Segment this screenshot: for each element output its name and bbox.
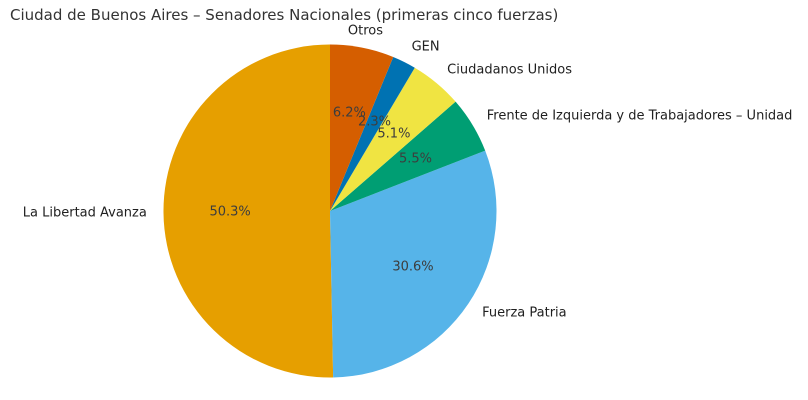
slice-pct-gen: 2.3% — [357, 114, 392, 130]
pie-slice-frente-de-izquierda-y-de-trabajadores-unidad — [330, 101, 486, 211]
pie-slice-otros — [330, 44, 394, 211]
slice-pct-la-libertad-avanza: 50.3% — [209, 204, 251, 220]
slice-pct-frente-de-izquierda-y-de-trabajadores-unidad: 5.5% — [398, 151, 433, 167]
pie-slice-gen — [330, 56, 415, 211]
slice-label-gen: GEN — [411, 39, 440, 55]
slice-pct-ciudadanos-unidos: 5.1% — [377, 126, 411, 142]
slice-label-frente-de-izquierda-y-de-trabajadores-unidad: Frente de Izquierda y de Trabajadores – … — [486, 108, 793, 124]
slice-pct-otros: 6.2% — [332, 105, 366, 121]
slice-pct-fuerza-patria: 30.6% — [392, 259, 434, 275]
chart-title: Ciudad de Buenos Aires – Senadores Nacio… — [10, 6, 559, 24]
pie-slice-ciudadanos-unidos — [330, 67, 456, 211]
slice-label-otros: Otros — [347, 23, 383, 39]
slice-label-fuerza-patria: Fuerza Patria — [482, 305, 567, 321]
pie-slice-la-libertad-avanza — [163, 44, 334, 378]
slice-label-ciudadanos-unidos: Ciudadanos Unidos — [447, 62, 572, 78]
slice-label-la-libertad-avanza: La Libertad Avanza — [22, 205, 147, 221]
pie-slice-fuerza-patria — [330, 150, 497, 378]
